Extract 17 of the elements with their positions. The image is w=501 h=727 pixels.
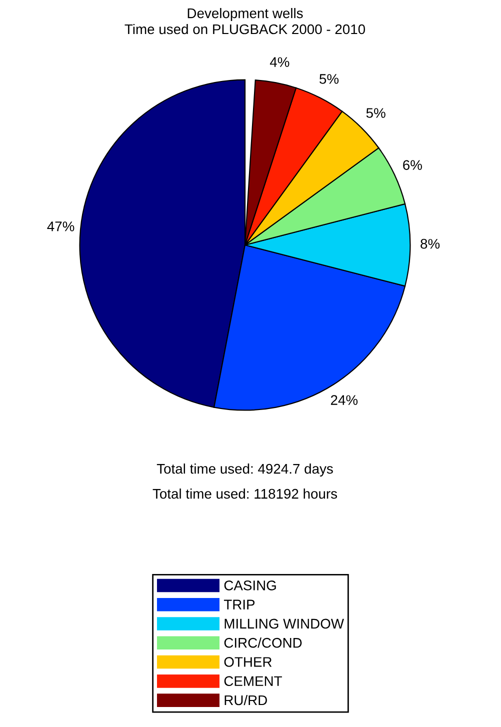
legend-label: RU/RD [224,694,267,706]
legend-label: MILLING WINDOW [224,618,344,629]
data-label: 4% [270,57,290,67]
data-label: 5% [366,108,386,118]
data-label: 5% [320,74,339,84]
chart-title: Development wells Time used on PLUGBACK 2000 - 2010 [124,8,366,34]
legend-label: CASING [224,580,276,590]
data-label: 6% [403,160,422,170]
legend-label: OTHER [224,657,272,667]
text: Total time used: 118192 hours [152,488,338,499]
data-label: 24% [330,395,358,405]
legend-label: TRIP [224,600,255,610]
data-label: 8% [420,238,440,249]
data-label: 47% [47,222,74,232]
legend-label: CIRC/COND [224,638,302,648]
legend-label: CEMENT [224,676,282,686]
text: Total time used: 4924.7 days [156,464,333,476]
